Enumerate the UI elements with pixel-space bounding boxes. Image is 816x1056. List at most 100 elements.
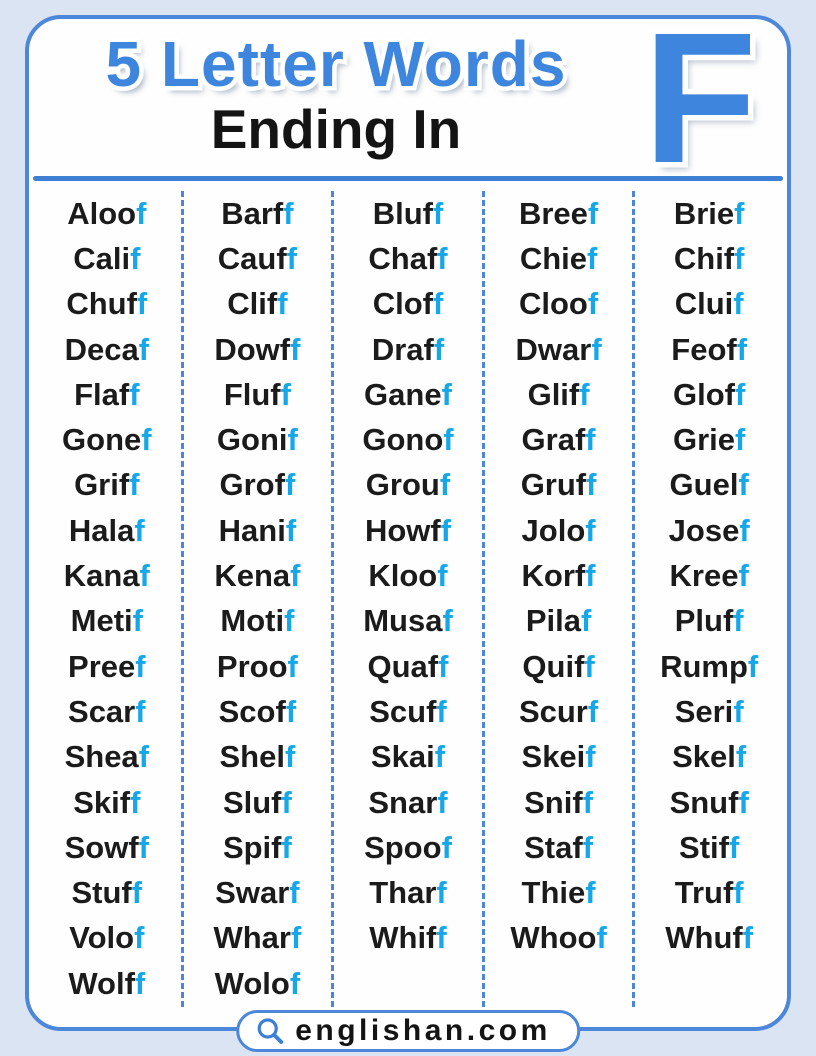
word-suffix-letter: f xyxy=(284,467,296,503)
word-stem: Skei xyxy=(521,739,586,775)
word: Rump f xyxy=(660,644,758,689)
word: Stuf f xyxy=(72,870,143,915)
word-stem: Kree xyxy=(669,558,739,594)
word-suffix-letter: f xyxy=(733,603,744,639)
word-stem: Rump xyxy=(660,648,748,684)
word-suffix-letter: f xyxy=(738,467,749,503)
word: Hala f xyxy=(69,508,145,553)
page-title-text: 5 Letter Words xyxy=(105,28,567,100)
word-stem: Barf xyxy=(221,195,284,231)
word-stem: Hala xyxy=(68,512,135,548)
word-suffix-letter: f xyxy=(738,558,749,594)
word: Wolo f xyxy=(215,961,301,1006)
word: Bree f xyxy=(519,191,598,236)
word-suffix-letter: f xyxy=(135,648,146,684)
word-stem: Swar xyxy=(215,875,290,911)
word: Musa f xyxy=(363,599,453,644)
word-stem: Whif xyxy=(369,920,437,956)
word-stem: Korf xyxy=(521,558,586,594)
word: Stif f xyxy=(679,825,739,870)
word: Seri f xyxy=(675,689,744,734)
word: Deca f xyxy=(65,327,149,372)
word: Volo f xyxy=(69,916,144,961)
word-stem: Grif xyxy=(74,467,130,503)
word-stem: Dwar xyxy=(515,331,592,367)
word: Bluf f xyxy=(373,191,444,236)
word: Kena f xyxy=(214,553,300,598)
word-suffix-letter: f xyxy=(747,648,759,684)
word: Clui f xyxy=(675,282,744,327)
word-stem: Wolf xyxy=(68,965,135,1001)
word: Quaf f xyxy=(368,644,449,689)
word: Korf f xyxy=(522,553,596,598)
word: Cali f xyxy=(73,236,140,281)
word-stem: Skif xyxy=(73,784,131,820)
word-stem: Kana xyxy=(63,558,140,594)
word: Snuf f xyxy=(670,780,749,825)
word-stem: Snif xyxy=(524,784,583,820)
word-stem: Truf xyxy=(674,875,734,911)
word-suffix-letter: f xyxy=(289,875,300,911)
word-stem: Thar xyxy=(369,875,437,911)
word-stem: Guel xyxy=(669,467,739,503)
word-suffix-letter: f xyxy=(138,331,150,367)
word-stem: Shel xyxy=(219,739,285,775)
word-stem: Glif xyxy=(527,376,580,412)
word-suffix-letter: f xyxy=(582,784,594,820)
word-stem: Brie xyxy=(673,195,735,231)
word-stem: Grou xyxy=(365,467,440,503)
word: Scof f xyxy=(219,689,297,734)
word-stem: Skai xyxy=(370,739,435,775)
word-stem: Cloo xyxy=(518,286,588,322)
word-stem: Snar xyxy=(368,784,438,820)
word: Pluf f xyxy=(675,599,744,644)
word-suffix-letter: f xyxy=(739,512,750,548)
word-suffix-letter: f xyxy=(438,648,449,684)
word-stem: Gone xyxy=(62,422,142,458)
word: Skei f xyxy=(522,735,596,780)
word: Cloo f xyxy=(519,282,598,327)
word: Grif f xyxy=(74,463,139,508)
word-suffix-letter: f xyxy=(586,467,597,503)
poster-card: 5 Letter Words 5 Letter Words Ending In … xyxy=(25,0,791,1052)
header-divider xyxy=(33,176,783,181)
word-stem: Grie xyxy=(672,422,736,458)
word: Grou f xyxy=(366,463,450,508)
word-suffix-letter: f xyxy=(584,648,595,684)
word-suffix-letter: f xyxy=(290,558,301,594)
word-stem: Dowf xyxy=(214,331,291,367)
word-suffix-letter: f xyxy=(433,331,445,367)
word-stem: Spif xyxy=(222,829,282,865)
word-stem: Chif xyxy=(673,240,735,276)
word: Scur f xyxy=(519,689,598,734)
word-stem: Goni xyxy=(216,422,288,458)
word-suffix-letter: f xyxy=(736,331,748,367)
word-stem: Gane xyxy=(364,376,442,412)
word-suffix-letter: f xyxy=(286,240,297,276)
search-icon xyxy=(257,1018,284,1044)
word-suffix-letter: f xyxy=(585,739,596,775)
word: Gone f xyxy=(62,417,152,462)
word-suffix-letter: f xyxy=(733,693,744,729)
word-suffix-letter: f xyxy=(432,195,444,231)
word-suffix-letter: f xyxy=(432,286,444,322)
word: Skif f xyxy=(73,780,140,825)
word-suffix-letter: f xyxy=(735,422,746,458)
word-suffix-letter: f xyxy=(285,512,297,548)
featured-letter: F F xyxy=(635,0,765,197)
word-stem: Spoo xyxy=(364,829,442,865)
word-suffix-letter: f xyxy=(129,467,140,503)
word-suffix-letter: f xyxy=(437,784,448,820)
word-stem: Volo xyxy=(69,920,135,956)
word: Chie f xyxy=(520,236,598,281)
word-stem: Moti xyxy=(220,603,285,639)
word-stem: Seri xyxy=(674,693,734,729)
word-stem: Glof xyxy=(673,376,735,412)
word-stem: Jolo xyxy=(521,512,586,548)
word-suffix-letter: f xyxy=(439,467,451,503)
word-stem: Musa xyxy=(363,603,443,639)
word-stem: Bluf xyxy=(372,195,433,231)
word: Gono f xyxy=(362,417,453,462)
word: Kree f xyxy=(670,553,749,598)
